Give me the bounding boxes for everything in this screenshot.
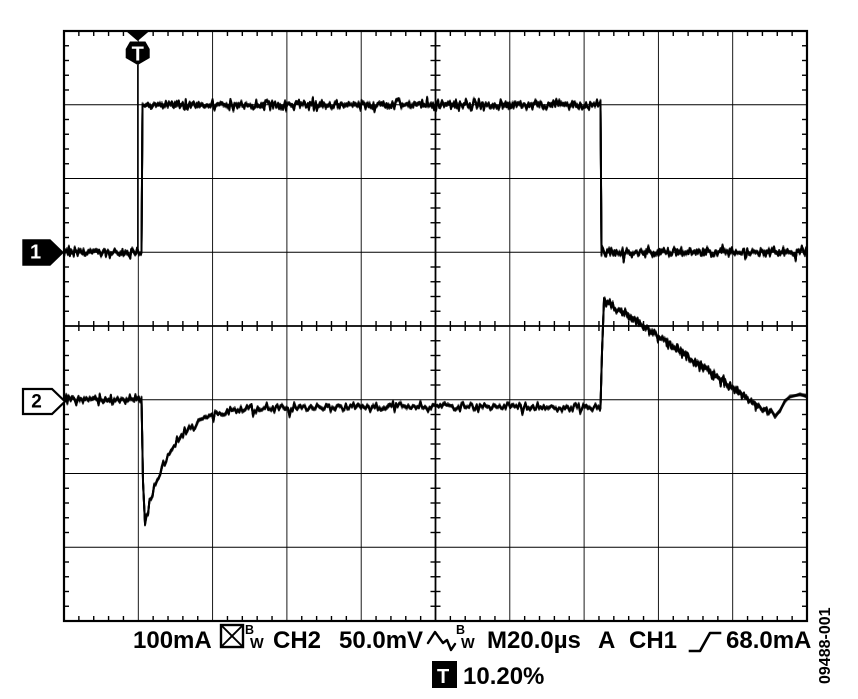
svg-text:CH1: CH1 <box>629 627 677 654</box>
svg-text:1: 1 <box>30 242 41 264</box>
svg-text:2: 2 <box>31 392 42 413</box>
svg-text:W: W <box>250 636 264 652</box>
svg-text:50.0mV: 50.0mV <box>339 627 423 654</box>
svg-text:B: B <box>456 623 465 637</box>
svg-text:68.0mA: 68.0mA <box>726 627 811 654</box>
svg-text:T: T <box>132 44 144 66</box>
svg-text:M20.0µs: M20.0µs <box>487 627 581 654</box>
svg-text:B: B <box>245 623 254 637</box>
svg-text:A: A <box>598 627 615 654</box>
svg-text:09488-001: 09488-001 <box>817 607 834 684</box>
svg-text:W: W <box>461 636 475 652</box>
svg-text:T: T <box>437 666 449 688</box>
svg-text:100mA: 100mA <box>133 627 212 654</box>
svg-text:CH2: CH2 <box>273 627 321 654</box>
svg-text:10.20%: 10.20% <box>463 663 544 690</box>
